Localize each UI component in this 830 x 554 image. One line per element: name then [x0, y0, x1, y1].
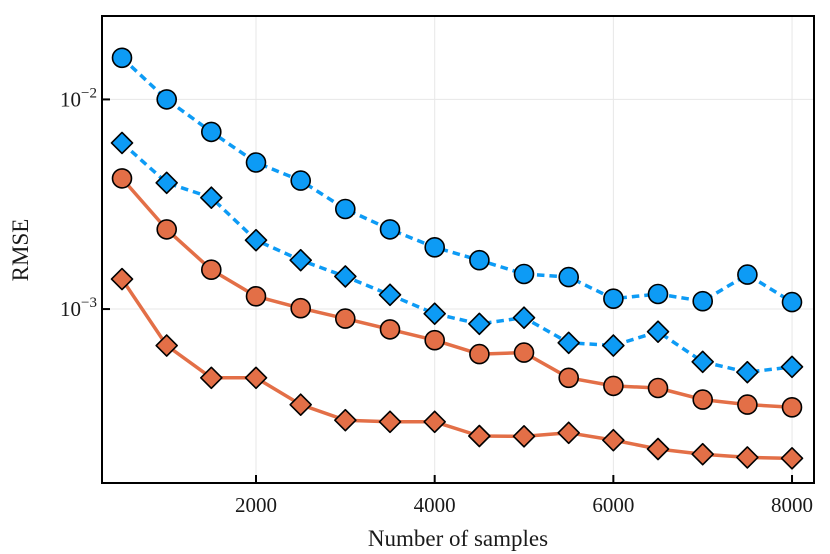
- data-point-circle: [379, 219, 401, 240]
- data-point-circle: [201, 121, 222, 143]
- data-point-diamond: [691, 442, 714, 466]
- grid-lines: [102, 16, 814, 483]
- data-point-circle: [603, 288, 624, 310]
- data-point-circle: [513, 342, 535, 363]
- y-axis-label: RMSE: [8, 219, 33, 282]
- data-point-circle: [111, 168, 133, 189]
- series-line: [120, 177, 793, 410]
- data-point-diamond: [423, 302, 446, 326]
- data-point-diamond: [780, 355, 804, 379]
- data-point-diamond: [200, 366, 223, 390]
- series-layer: [110, 47, 804, 470]
- data-point-diamond: [334, 408, 357, 432]
- data-point-circle: [469, 249, 490, 271]
- series-blue-dashed-circles: [111, 47, 803, 313]
- data-point-diamond: [512, 306, 536, 329]
- data-point-diamond: [155, 171, 178, 195]
- series-orange-solid-diamonds: [110, 267, 804, 470]
- data-point-circle: [558, 367, 580, 389]
- x-axis-label: Number of samples: [368, 526, 548, 551]
- data-point-diamond: [244, 228, 268, 252]
- data-point-diamond: [602, 334, 625, 357]
- data-point-circle: [692, 290, 714, 312]
- data-point-circle: [201, 259, 222, 281]
- data-point-circle: [469, 343, 490, 365]
- data-point-diamond: [334, 265, 357, 288]
- data-point-diamond: [423, 410, 446, 434]
- data-point-circle: [737, 394, 758, 415]
- y-tick-label: 10−2: [60, 85, 97, 111]
- series-orange-solid-circles: [111, 168, 803, 418]
- data-point-diamond: [780, 447, 804, 470]
- series-line: [120, 141, 793, 374]
- plot-frame: [101, 15, 815, 484]
- data-point-diamond: [512, 425, 536, 448]
- data-point-circle: [647, 283, 669, 305]
- data-point-circle: [334, 308, 356, 329]
- data-point-circle: [603, 375, 624, 397]
- axis-ticks: [102, 98, 794, 483]
- data-point-circle: [156, 89, 177, 110]
- series-blue-dashed-diamonds: [110, 131, 804, 384]
- x-tick-label: 4000: [414, 493, 456, 517]
- x-tick-label: 6000: [592, 493, 634, 517]
- data-point-circle: [558, 266, 580, 288]
- series-line: [120, 56, 793, 304]
- data-point-diamond: [646, 320, 670, 343]
- data-point-diamond: [736, 446, 759, 469]
- data-point-circle: [513, 263, 535, 285]
- data-point-diamond: [289, 393, 312, 416]
- tick-labels: 2000 4000 6000 8000 10−2 10−3: [60, 85, 813, 517]
- data-point-circle: [334, 198, 356, 220]
- data-point-diamond: [736, 360, 759, 384]
- data-point-diamond: [468, 312, 491, 336]
- data-point-circle: [737, 264, 758, 285]
- data-point-circle: [781, 396, 803, 418]
- data-point-circle: [290, 170, 312, 191]
- data-point-diamond: [468, 424, 491, 448]
- x-tick-label: 8000: [771, 493, 813, 517]
- data-point-diamond: [200, 186, 223, 209]
- data-point-diamond: [289, 248, 312, 272]
- data-point-circle: [245, 285, 267, 307]
- data-point-diamond: [378, 283, 402, 307]
- data-point-circle: [379, 319, 401, 340]
- data-point-diamond: [378, 410, 402, 434]
- data-point-circle: [692, 389, 714, 410]
- data-point-circle: [290, 297, 312, 319]
- data-point-diamond: [646, 437, 670, 461]
- data-point-diamond: [691, 350, 714, 374]
- data-point-diamond: [557, 331, 580, 355]
- data-point-diamond: [110, 131, 134, 155]
- data-point-circle: [424, 329, 446, 351]
- data-point-circle: [781, 291, 803, 313]
- data-point-circle: [647, 377, 669, 399]
- data-point-circle: [245, 152, 267, 173]
- data-point-circle: [156, 219, 177, 240]
- y-tick-label: 10−3: [60, 295, 97, 321]
- data-point-diamond: [557, 421, 580, 445]
- data-point-diamond: [110, 267, 134, 291]
- data-point-diamond: [155, 334, 178, 357]
- data-point-circle: [111, 47, 133, 69]
- x-tick-label: 2000: [235, 493, 277, 517]
- data-point-circle: [424, 237, 446, 258]
- series-line: [120, 278, 793, 461]
- data-point-diamond: [244, 366, 268, 390]
- data-point-diamond: [602, 428, 625, 452]
